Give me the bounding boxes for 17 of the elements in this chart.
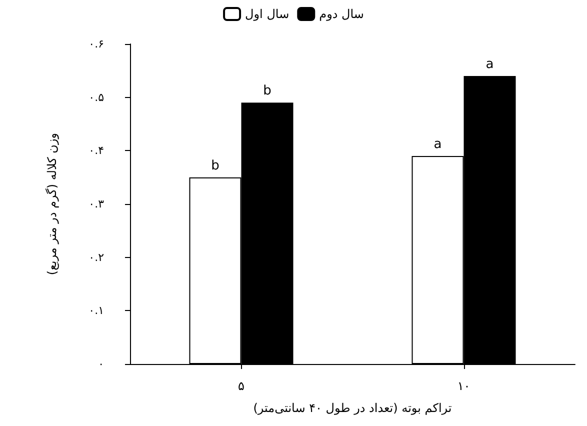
x-tick-label: ۱۰ bbox=[457, 379, 470, 393]
data-label: a bbox=[434, 137, 442, 152]
legend-label: سال اول bbox=[245, 7, 290, 21]
y-axis-title: وزن کلاله (گرم در متر مربع) bbox=[45, 132, 59, 276]
data-label: a bbox=[486, 57, 494, 72]
legend-label: سال دوم bbox=[319, 7, 364, 21]
y-tick-label: ۰.۶ bbox=[88, 38, 104, 50]
data-label: b bbox=[211, 158, 220, 174]
y-tick-label: ۰.۵ bbox=[88, 90, 104, 104]
x-tick-label: ۵ bbox=[238, 379, 244, 393]
data-label: b bbox=[263, 84, 272, 99]
y-tick-label: ۰.۳ bbox=[88, 198, 104, 210]
y-tick-label: ۰.۴ bbox=[88, 144, 104, 158]
y-tick-label: ۰ bbox=[98, 358, 104, 370]
y-tick-label: ۰.۱ bbox=[88, 304, 104, 318]
y-tick-label: ۰.۲ bbox=[88, 250, 104, 264]
x-axis-title: تراکم بوته (تعداد در طول ۴۰ سانتی‌متر) bbox=[253, 401, 452, 415]
